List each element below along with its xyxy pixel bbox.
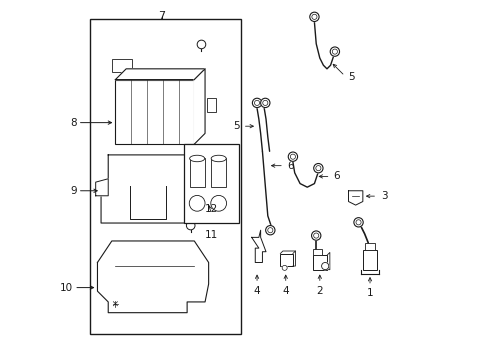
Text: 12: 12 xyxy=(204,204,218,214)
Text: 6: 6 xyxy=(286,161,293,171)
Circle shape xyxy=(311,231,320,240)
Bar xyxy=(183,144,239,223)
Circle shape xyxy=(109,204,114,208)
Bar xyxy=(189,158,204,187)
Circle shape xyxy=(329,47,339,56)
Polygon shape xyxy=(97,241,208,313)
Ellipse shape xyxy=(211,155,226,162)
Circle shape xyxy=(309,12,319,22)
Polygon shape xyxy=(251,230,265,262)
Text: 5: 5 xyxy=(233,121,239,131)
Bar xyxy=(280,253,292,266)
Text: 4: 4 xyxy=(253,286,260,296)
Circle shape xyxy=(252,98,261,108)
Ellipse shape xyxy=(189,155,204,162)
Text: 11: 11 xyxy=(204,230,218,240)
Polygon shape xyxy=(96,179,108,196)
Bar xyxy=(90,19,241,334)
Circle shape xyxy=(353,218,363,227)
Polygon shape xyxy=(194,69,204,144)
Circle shape xyxy=(265,226,274,235)
Circle shape xyxy=(282,265,286,270)
Text: 10: 10 xyxy=(60,283,73,293)
Circle shape xyxy=(260,98,269,108)
Circle shape xyxy=(287,152,297,161)
Polygon shape xyxy=(115,69,204,80)
Text: 6: 6 xyxy=(333,171,339,181)
Text: 4: 4 xyxy=(282,286,288,296)
Circle shape xyxy=(189,195,204,211)
Text: 8: 8 xyxy=(70,118,77,128)
Bar xyxy=(206,98,215,112)
Circle shape xyxy=(210,195,226,211)
Bar xyxy=(211,158,226,187)
Bar xyxy=(112,59,131,72)
Text: 5: 5 xyxy=(347,72,354,82)
Text: 7: 7 xyxy=(158,12,165,22)
Text: 1: 1 xyxy=(366,288,372,298)
Polygon shape xyxy=(348,191,362,205)
Circle shape xyxy=(321,262,328,270)
Text: 3: 3 xyxy=(380,191,386,201)
Bar xyxy=(115,80,194,144)
Bar xyxy=(312,255,326,270)
Bar xyxy=(364,243,375,250)
Text: 9: 9 xyxy=(70,186,77,196)
Polygon shape xyxy=(101,155,201,223)
Polygon shape xyxy=(201,179,208,196)
Circle shape xyxy=(313,163,323,173)
Bar xyxy=(362,250,376,270)
Text: 2: 2 xyxy=(316,286,323,296)
Circle shape xyxy=(109,190,114,194)
Bar xyxy=(312,249,321,255)
